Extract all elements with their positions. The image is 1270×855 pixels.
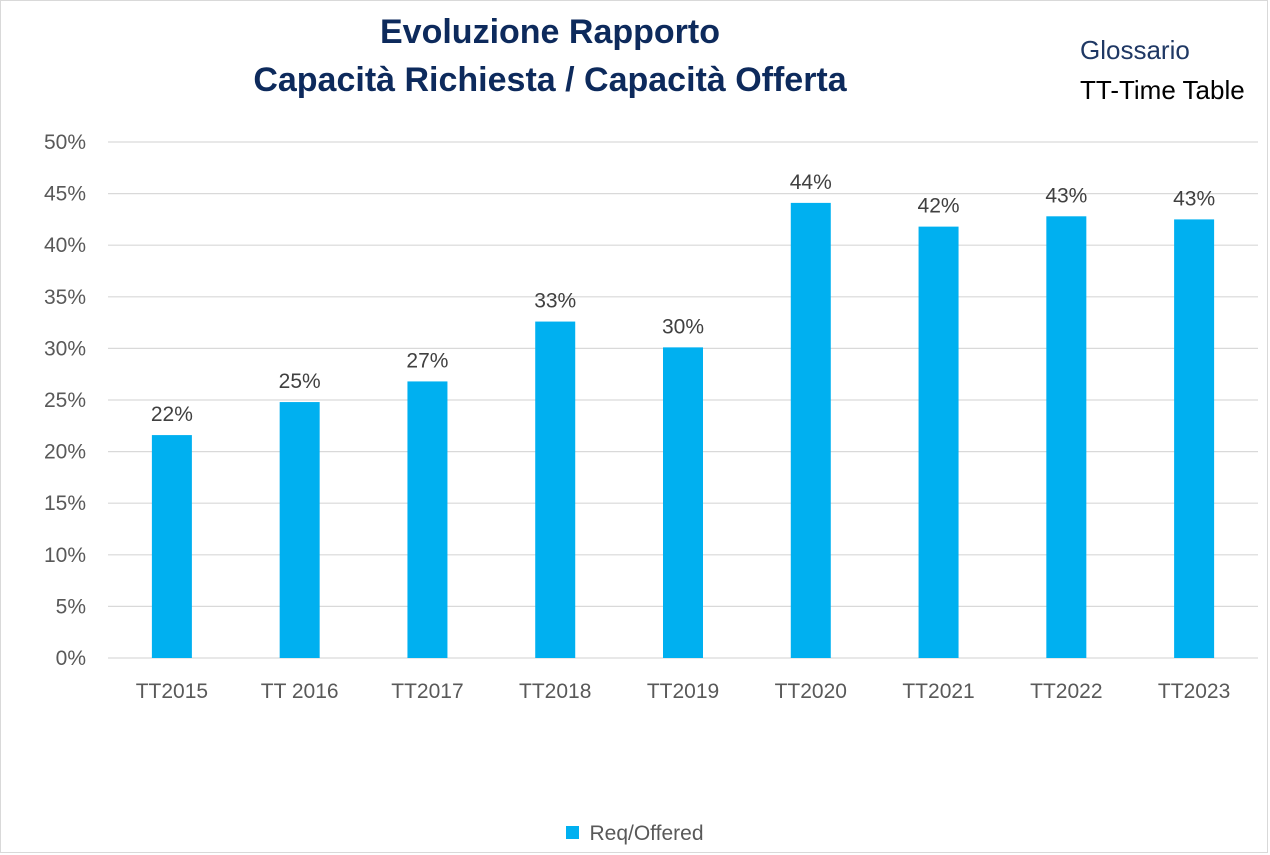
x-axis-ticks: TT2015 TT 2016 TT2017 TT2018 TT2019 TT2020 TT2… [136, 680, 1231, 703]
x-tick-label: TT2021 [902, 680, 974, 703]
bar [790, 202, 831, 658]
bar [663, 347, 703, 658]
glossary-item: TT-Time Table [1080, 75, 1245, 105]
x-tick-label: TT2018 [519, 680, 591, 703]
glossary-title: Glossario [1080, 35, 1190, 65]
data-label: 27% [406, 349, 448, 372]
bar [407, 381, 448, 658]
bar [151, 435, 192, 658]
y-tick-label: 15% [44, 492, 86, 515]
y-tick-label: 50% [44, 131, 86, 154]
glossary-box: Glossario TT-Time Table [1080, 30, 1245, 110]
y-tick-label: 45% [44, 183, 86, 206]
bar [918, 226, 959, 658]
bar [1174, 219, 1215, 658]
x-tick-label: TT 2016 [261, 680, 339, 703]
bar [279, 402, 320, 658]
data-label: 25% [279, 370, 321, 393]
legend: Req/Offered [0, 822, 1270, 846]
chart-title: Evoluzione Rapporto Capacità Richiesta /… [230, 8, 870, 104]
data-label: 43% [1173, 187, 1215, 210]
y-tick-label: 35% [44, 286, 86, 309]
legend-label: Req/Offered [589, 822, 704, 845]
data-labels: 22% 25% 27% 33% 30% 44% 42% 43% 43% [151, 171, 1215, 426]
y-tick-label: 10% [44, 544, 86, 567]
legend-swatch [566, 826, 580, 839]
y-tick-label: 0% [56, 647, 86, 670]
bars [151, 202, 1215, 658]
chart-title-line-1: Evoluzione Rapporto [380, 13, 720, 51]
y-tick-label: 5% [56, 595, 86, 618]
y-tick-label: 25% [44, 389, 86, 412]
data-label: 42% [918, 195, 960, 218]
bar [535, 321, 576, 658]
x-tick-label: TT2022 [1030, 680, 1102, 703]
data-label: 33% [534, 290, 576, 313]
y-tick-label: 30% [44, 337, 86, 360]
y-axis-ticks: 0% 5% 10% 15% 20% 25% 30% 35% 40% 45% 50% [44, 131, 86, 670]
x-tick-label: TT2015 [136, 680, 208, 703]
data-label: 43% [1045, 184, 1087, 207]
data-label: 44% [790, 171, 832, 194]
y-tick-label: 40% [44, 234, 86, 257]
x-tick-label: TT2023 [1158, 680, 1230, 703]
data-label: 22% [151, 403, 193, 426]
x-tick-label: TT2019 [647, 680, 719, 703]
x-tick-label: TT2020 [775, 680, 847, 703]
bar [1046, 216, 1087, 658]
data-label: 30% [662, 315, 704, 338]
x-tick-label: TT2017 [391, 680, 463, 703]
chart-title-line-2: Capacità Richiesta / Capacità Offerta [253, 61, 847, 99]
y-tick-label: 20% [44, 441, 86, 464]
